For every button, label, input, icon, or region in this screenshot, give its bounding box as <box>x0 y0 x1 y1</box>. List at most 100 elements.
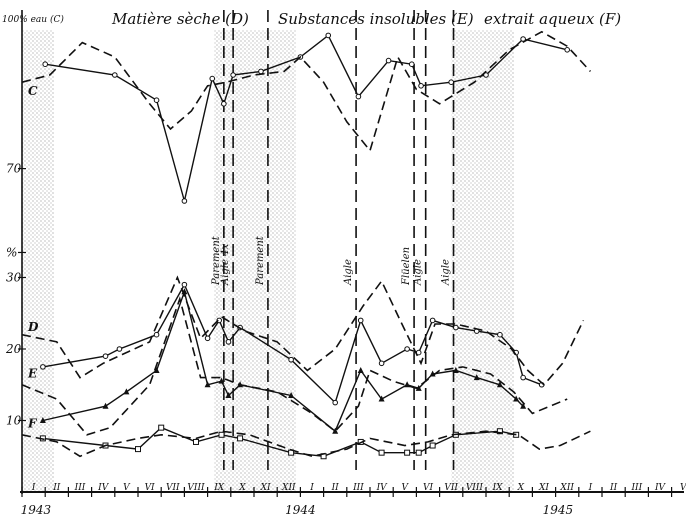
point-E <box>181 288 188 295</box>
point-C <box>325 32 332 39</box>
x-month-label: I <box>588 483 593 493</box>
point-D <box>453 324 459 331</box>
point-E <box>123 388 130 395</box>
point-D <box>497 331 503 338</box>
point-D <box>153 331 160 338</box>
point-F <box>415 449 422 456</box>
series-line-E-trend <box>21 296 568 436</box>
point-D <box>332 399 339 406</box>
x-month-label: V <box>123 483 131 493</box>
x-month-label: VIII <box>466 483 484 493</box>
point-D <box>520 374 526 381</box>
point-F <box>218 431 225 438</box>
point-F <box>158 424 165 431</box>
point-F <box>193 438 199 445</box>
y-tick-label: % <box>6 245 17 259</box>
point-C <box>408 61 415 67</box>
y-tick-label: 30 <box>6 271 22 285</box>
point-C <box>42 61 49 67</box>
point-D <box>181 281 188 288</box>
point-F <box>429 442 436 449</box>
point-C <box>258 68 264 75</box>
point-C <box>418 83 424 89</box>
event-label: Aigle <box>413 259 424 286</box>
point-C <box>181 198 188 204</box>
point-C <box>355 93 362 100</box>
x-month-label: XI <box>538 483 549 493</box>
x-month-label: XII <box>559 483 574 493</box>
point-D <box>102 353 109 359</box>
x-month-label: XI <box>260 483 271 493</box>
x-month-label: III <box>630 483 642 493</box>
point-E <box>204 381 211 388</box>
point-D <box>225 339 232 345</box>
point-E <box>496 381 503 388</box>
point-D <box>429 317 436 324</box>
point-E <box>415 384 422 391</box>
point-E <box>153 366 160 373</box>
point-E <box>218 377 225 384</box>
x-month-label: IV <box>376 483 389 493</box>
point-E <box>39 417 46 423</box>
point-E <box>332 427 339 434</box>
series-label-F: F <box>27 417 38 431</box>
y-tick-label: 70 <box>6 162 22 176</box>
shaded-periods <box>22 30 514 492</box>
x-month-label: III <box>74 483 86 493</box>
point-C <box>483 72 489 78</box>
x-month-label: V <box>680 483 686 493</box>
header-dry-matter: Matière sèche (D) <box>111 10 249 28</box>
x-axis-labels: I II III IV V VI VII VIII IX X XI XII I II III IV V VI VII… <box>21 483 686 517</box>
point-C <box>564 47 571 53</box>
point-D <box>288 356 294 363</box>
point-C <box>230 72 236 78</box>
x-month-label: I <box>31 483 36 493</box>
shaded-period-1 <box>214 30 296 492</box>
header-insoluble: Substances insolubles (E) <box>278 10 474 28</box>
series-label-E: E <box>27 367 38 381</box>
point-C <box>221 101 227 107</box>
x-month-label: VI <box>145 483 155 493</box>
x-month-label: I <box>309 483 314 493</box>
series-line-D-trend <box>21 275 585 386</box>
point-E <box>102 402 109 409</box>
x-month-label: VII <box>444 483 458 493</box>
point-C <box>209 75 216 82</box>
point-F <box>378 449 385 456</box>
point-E <box>520 402 527 409</box>
year-label: 1945 <box>543 503 574 517</box>
year-label: 1944 <box>285 503 316 517</box>
x-month-label: II <box>52 483 61 493</box>
point-C <box>385 57 392 64</box>
point-E <box>473 374 480 381</box>
event-label: Parement <box>255 235 266 286</box>
x-month-label: VI <box>423 483 433 493</box>
y-axis-ticks: % 30 20 10 70 <box>5 162 26 428</box>
year-label: 1943 <box>21 503 52 517</box>
shaded-period-0 <box>22 30 55 492</box>
header-aqueous-extract: extrait aqueux (F) <box>484 10 621 28</box>
point-D <box>378 360 385 367</box>
event-label: Parement <box>211 235 222 286</box>
chart-labels: 100% eau (C) Matière sèche (D) Substance… <box>2 10 621 431</box>
header-water-label: 100% eau (C) <box>2 14 64 25</box>
point-E <box>225 391 232 398</box>
point-D <box>404 346 410 352</box>
y-tick-label: 20 <box>5 342 22 356</box>
axis-frame <box>20 10 684 497</box>
point-F <box>496 428 503 435</box>
point-C <box>153 97 160 103</box>
point-D <box>40 364 46 370</box>
y-tick-label: 10 <box>6 414 22 428</box>
point-E <box>404 381 411 388</box>
x-month-label: IX <box>492 483 504 493</box>
series-line-C <box>45 34 568 202</box>
x-month-label: IV <box>97 483 110 493</box>
x-month-label: X <box>517 483 525 493</box>
event-label: Flüelen <box>401 247 412 286</box>
point-C <box>448 79 455 85</box>
point-F <box>237 435 244 442</box>
point-F <box>135 446 141 453</box>
x-month-label: IV <box>654 483 667 493</box>
